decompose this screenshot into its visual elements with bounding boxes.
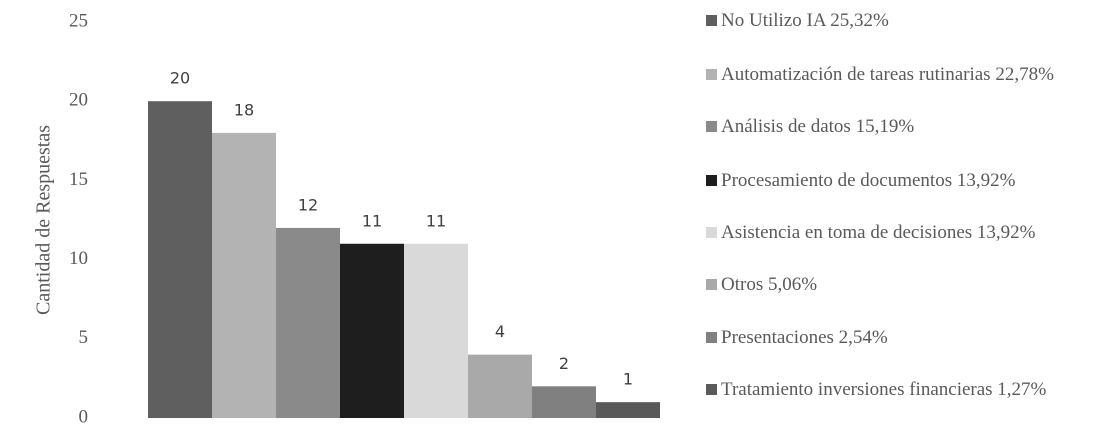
legend-swatch xyxy=(706,227,717,238)
legend-label: Asistencia en toma de decisiones 13,92% xyxy=(721,222,1036,243)
legend-swatch xyxy=(706,332,717,343)
legend-swatch xyxy=(706,175,717,186)
y-tick-label: 0 xyxy=(79,406,89,426)
data-label: 20 xyxy=(170,69,190,88)
legend-swatch xyxy=(706,384,717,395)
bar xyxy=(276,227,340,418)
data-label: 11 xyxy=(426,211,446,230)
y-tick-label: 10 xyxy=(69,248,88,269)
data-label: 1 xyxy=(623,370,633,389)
legend-entry: No Utilizo IA 25,32% xyxy=(692,8,1108,33)
legend-swatch xyxy=(706,121,717,132)
bar xyxy=(340,243,404,418)
bar xyxy=(468,354,532,418)
y-axis-label: Cantidad de Respuestas xyxy=(33,125,55,315)
data-label: 2 xyxy=(559,354,569,373)
legend-swatch xyxy=(706,15,717,26)
bar xyxy=(212,132,276,418)
legend-entry: Otros 5,06% xyxy=(692,272,1108,297)
legend-entry: Tratamiento inversiones financieras 1,27… xyxy=(692,377,1108,402)
bar xyxy=(596,402,660,418)
data-label: 4 xyxy=(495,322,505,341)
legend-entry: Análisis de datos 15,19% xyxy=(692,114,1108,139)
legend-entry: Procesamiento de documentos 13,92% xyxy=(692,168,1108,193)
legend-swatch xyxy=(706,69,717,80)
y-tick-label: 15 xyxy=(69,169,88,190)
data-label: 11 xyxy=(362,211,382,230)
y-tick-label: 20 xyxy=(69,90,88,111)
legend-swatch xyxy=(706,279,717,290)
legend-entry: Asistencia en toma de decisiones 13,92% xyxy=(692,220,1108,245)
bar xyxy=(148,101,212,418)
legend-label: Presentaciones 2,54% xyxy=(721,327,888,348)
bar xyxy=(404,243,468,418)
y-tick-label: 5 xyxy=(79,327,89,348)
legend-label: Procesamiento de documentos 13,92% xyxy=(721,170,1016,191)
legend-label: Tratamiento inversiones financieras 1,27… xyxy=(721,379,1047,400)
bar xyxy=(532,386,596,418)
legend-label: Automatización de tareas rutinarias 22,7… xyxy=(721,64,1054,85)
y-tick-label: 25 xyxy=(69,10,88,31)
legend-label: Otros 5,06% xyxy=(721,274,818,295)
legend-label: Análisis de datos 15,19% xyxy=(721,116,915,137)
data-label: 18 xyxy=(234,100,254,119)
data-label: 12 xyxy=(298,195,318,214)
legend-label: No Utilizo IA 25,32% xyxy=(721,10,889,31)
legend-entry: Automatización de tareas rutinarias 22,7… xyxy=(692,62,1108,87)
legend-entry: Presentaciones 2,54% xyxy=(692,325,1108,350)
